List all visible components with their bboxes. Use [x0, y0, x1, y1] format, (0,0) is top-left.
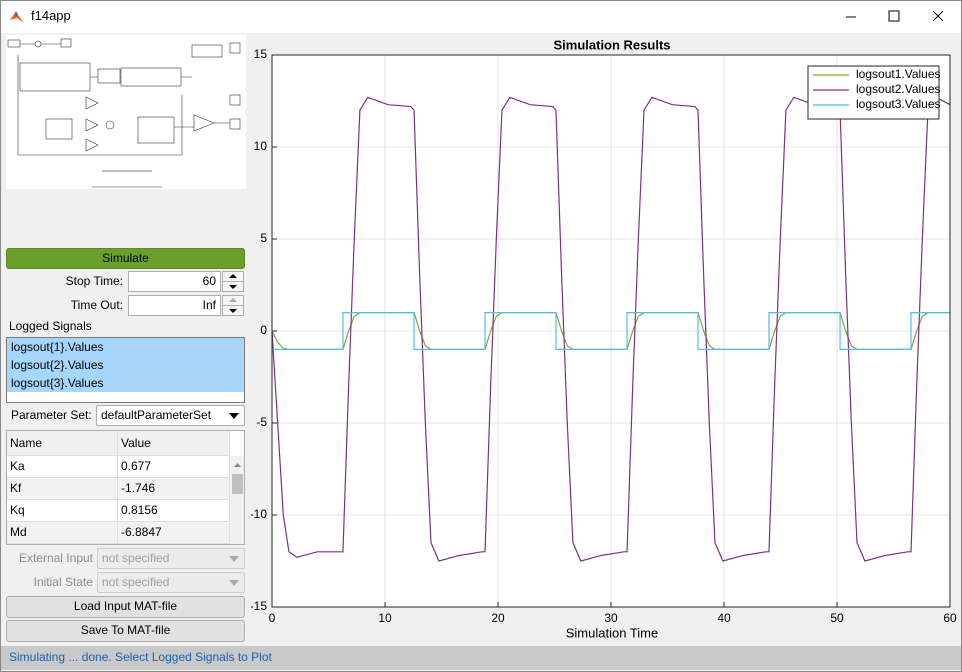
time-out-field[interactable]: Inf: [128, 295, 221, 316]
y-tick-label: -5: [256, 415, 267, 429]
y-tick-label: -10: [251, 507, 267, 521]
time-out-label: Time Out:: [70, 298, 123, 312]
legend: logsout1.Valueslogsout2.Valueslogsout3.V…: [807, 65, 941, 120]
table-cell[interactable]: 0.677: [118, 456, 230, 478]
stop-time-label: Stop Time:: [65, 274, 123, 288]
window-title: f14app: [31, 8, 71, 23]
model-diagram: [6, 35, 246, 189]
chart-title: Simulation Results: [553, 37, 670, 52]
parameter-set-label: Parameter Set:: [11, 408, 92, 422]
table-cell: Kq: [7, 500, 118, 522]
dropdown-value: defaultParameterSet: [101, 408, 212, 422]
parameter-set-dropdown[interactable]: defaultParameterSet: [96, 405, 245, 426]
x-axis-label: Simulation Time: [566, 625, 658, 640]
y-tick-label: 10: [254, 139, 268, 153]
dropdown-value: not specified: [102, 551, 170, 565]
load-button[interactable]: Load Input MAT-file: [6, 596, 245, 618]
table-cell[interactable]: -6.8847: [118, 522, 230, 544]
logged-signals-label: Logged Signals: [9, 319, 92, 333]
stop-time-field[interactable]: 60: [128, 271, 221, 292]
y-tick-label: 0: [260, 323, 267, 337]
logged-signals-list[interactable]: logsout{1}.Values logsout{2}.Values logs…: [6, 337, 245, 403]
legend-label: logsout2.Values: [856, 82, 941, 96]
parameter-table[interactable]: Name Value Ka 0.677 Kf -1.746 Kq 0.8156 …: [6, 430, 245, 545]
app-icon: [10, 11, 24, 23]
chart: Simulation Results Simulation Time -15 -1…: [251, 37, 957, 640]
status-bar: Simulating ... done. Select Logged Signa…: [1, 646, 961, 670]
y-tick-label: -15: [251, 599, 267, 613]
x-tick-label: 30: [604, 611, 618, 625]
initial-state-dropdown: not specified: [97, 572, 245, 593]
stop-time-spinner[interactable]: [222, 271, 244, 292]
x-tick-label: 20: [491, 611, 505, 625]
x-tick-label: 60: [943, 611, 957, 625]
external-input-label: External Input: [18, 551, 93, 565]
external-input-dropdown: not specified: [97, 548, 245, 569]
y-tick-label: 5: [260, 231, 267, 245]
simulate-button[interactable]: Simulate: [6, 248, 245, 269]
table-cell[interactable]: 0.8156: [118, 500, 230, 522]
axes-box: [271, 54, 951, 608]
title-bar: f14app: [1, 1, 961, 33]
table-cell: Kf: [7, 478, 118, 500]
x-tick-label: 10: [378, 611, 392, 625]
table-header: Value: [118, 431, 230, 456]
time-out-spinner[interactable]: [222, 295, 244, 316]
table-cell: Ka: [7, 456, 118, 478]
initial-state-label: Initial State: [33, 575, 93, 589]
y-tick-label: 15: [254, 47, 268, 61]
table-cell: Md: [7, 522, 118, 544]
list-item[interactable]: logsout{2}.Values: [11, 358, 104, 372]
x-tick-label: 50: [830, 611, 844, 625]
save-button[interactable]: Save To MAT-file: [6, 620, 245, 642]
x-tick-label: 0: [269, 611, 276, 625]
legend-label: logsout3.Values: [856, 97, 941, 111]
list-item[interactable]: logsout{3}.Values: [11, 376, 104, 390]
dropdown-value: not specified: [102, 575, 170, 589]
list-item[interactable]: logsout{1}.Values: [11, 340, 104, 354]
series-line: [272, 312, 950, 350]
series-line: [271, 96, 951, 562]
table-cell[interactable]: -1.746: [118, 478, 230, 500]
x-tick-label: 40: [717, 611, 731, 625]
window-buttons[interactable]: [831, 1, 961, 33]
table-scrollbar[interactable]: [230, 456, 245, 544]
table-header: Name: [7, 431, 118, 456]
legend-label: logsout1.Values: [856, 67, 941, 81]
